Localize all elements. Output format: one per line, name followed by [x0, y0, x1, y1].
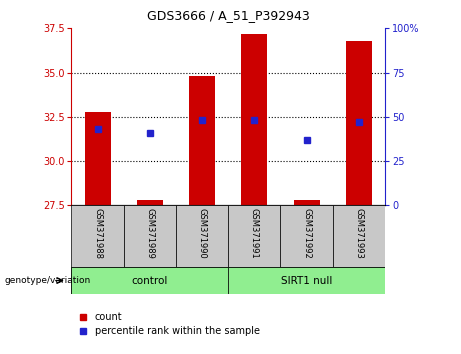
Text: GSM371990: GSM371990 — [198, 209, 207, 259]
Text: count: count — [95, 312, 122, 322]
Bar — [228, 267, 385, 294]
Bar — [241, 34, 267, 205]
Text: GSM371989: GSM371989 — [145, 209, 154, 259]
Text: genotype/variation: genotype/variation — [5, 276, 91, 285]
Text: GDS3666 / A_51_P392943: GDS3666 / A_51_P392943 — [147, 10, 310, 22]
Bar — [71, 267, 228, 294]
Bar — [189, 76, 215, 205]
Bar — [280, 205, 333, 267]
Bar — [333, 205, 385, 267]
Bar — [176, 205, 228, 267]
Text: percentile rank within the sample: percentile rank within the sample — [95, 326, 260, 336]
Text: GSM371992: GSM371992 — [302, 209, 311, 259]
Bar — [84, 112, 111, 205]
Bar — [124, 205, 176, 267]
Bar — [228, 205, 280, 267]
Bar — [137, 200, 163, 205]
Text: GSM371993: GSM371993 — [355, 209, 363, 259]
Bar — [346, 41, 372, 205]
Text: SIRT1 null: SIRT1 null — [281, 275, 332, 286]
Text: GSM371991: GSM371991 — [250, 209, 259, 259]
Text: control: control — [132, 275, 168, 286]
Bar — [71, 205, 124, 267]
Text: GSM371988: GSM371988 — [93, 209, 102, 259]
Bar — [294, 200, 319, 205]
